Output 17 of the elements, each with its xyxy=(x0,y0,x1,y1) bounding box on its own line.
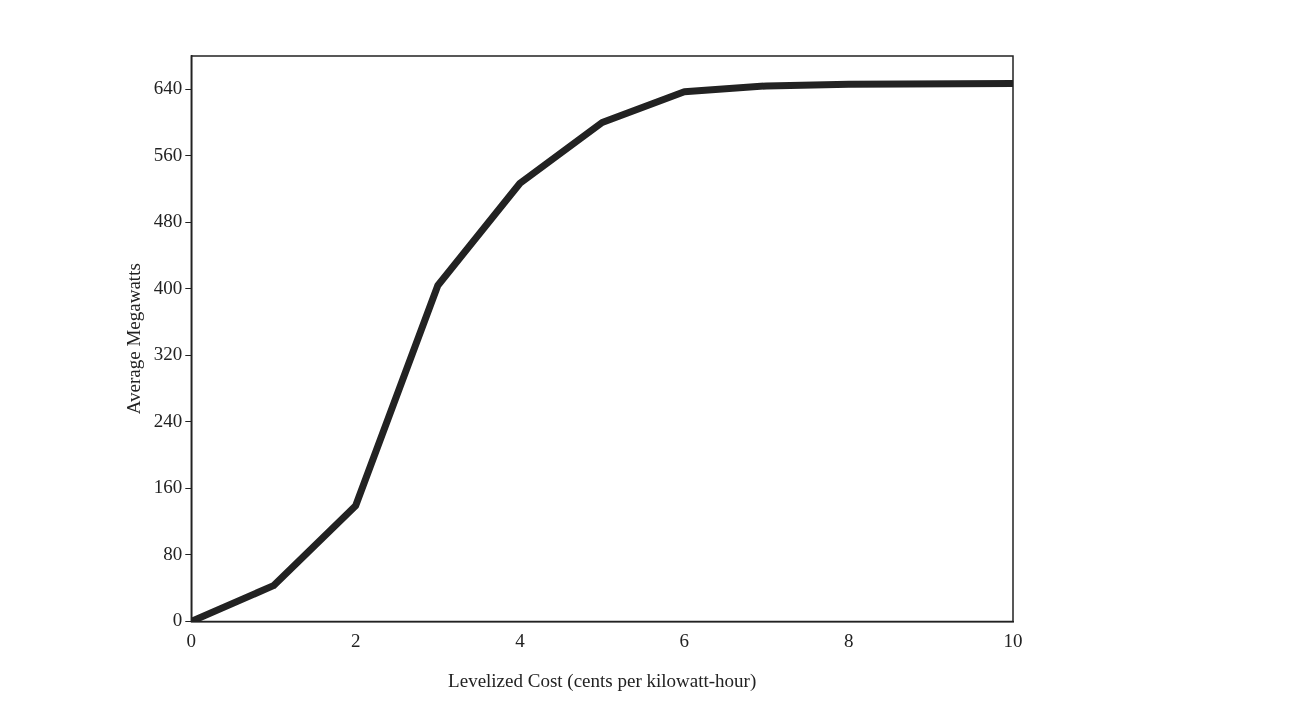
x-tick-label: 2 xyxy=(350,629,361,651)
y-tick-label: 640 xyxy=(153,77,183,99)
x-tick-label: 0 xyxy=(186,629,197,651)
y-tick-label: 240 xyxy=(153,409,183,431)
x-tick-label: 10 xyxy=(1003,629,1023,651)
y-tick-label: 320 xyxy=(153,343,183,365)
x-tick-label: 4 xyxy=(515,629,526,651)
y-tick-label: 480 xyxy=(153,210,183,232)
y-tick-label: 0 xyxy=(172,609,183,631)
x-axis-title: Levelized Cost (cents per kilowatt-hour) xyxy=(448,669,757,692)
y-axis-title: Average Megawatts xyxy=(123,263,145,415)
y-tick-label: 80 xyxy=(163,542,183,564)
y-tick-label: 160 xyxy=(153,476,183,498)
y-tick-label: 400 xyxy=(153,276,183,298)
x-tick-label: 6 xyxy=(679,629,690,651)
x-tick-label: 8 xyxy=(843,629,854,651)
y-tick-label: 560 xyxy=(153,143,183,165)
